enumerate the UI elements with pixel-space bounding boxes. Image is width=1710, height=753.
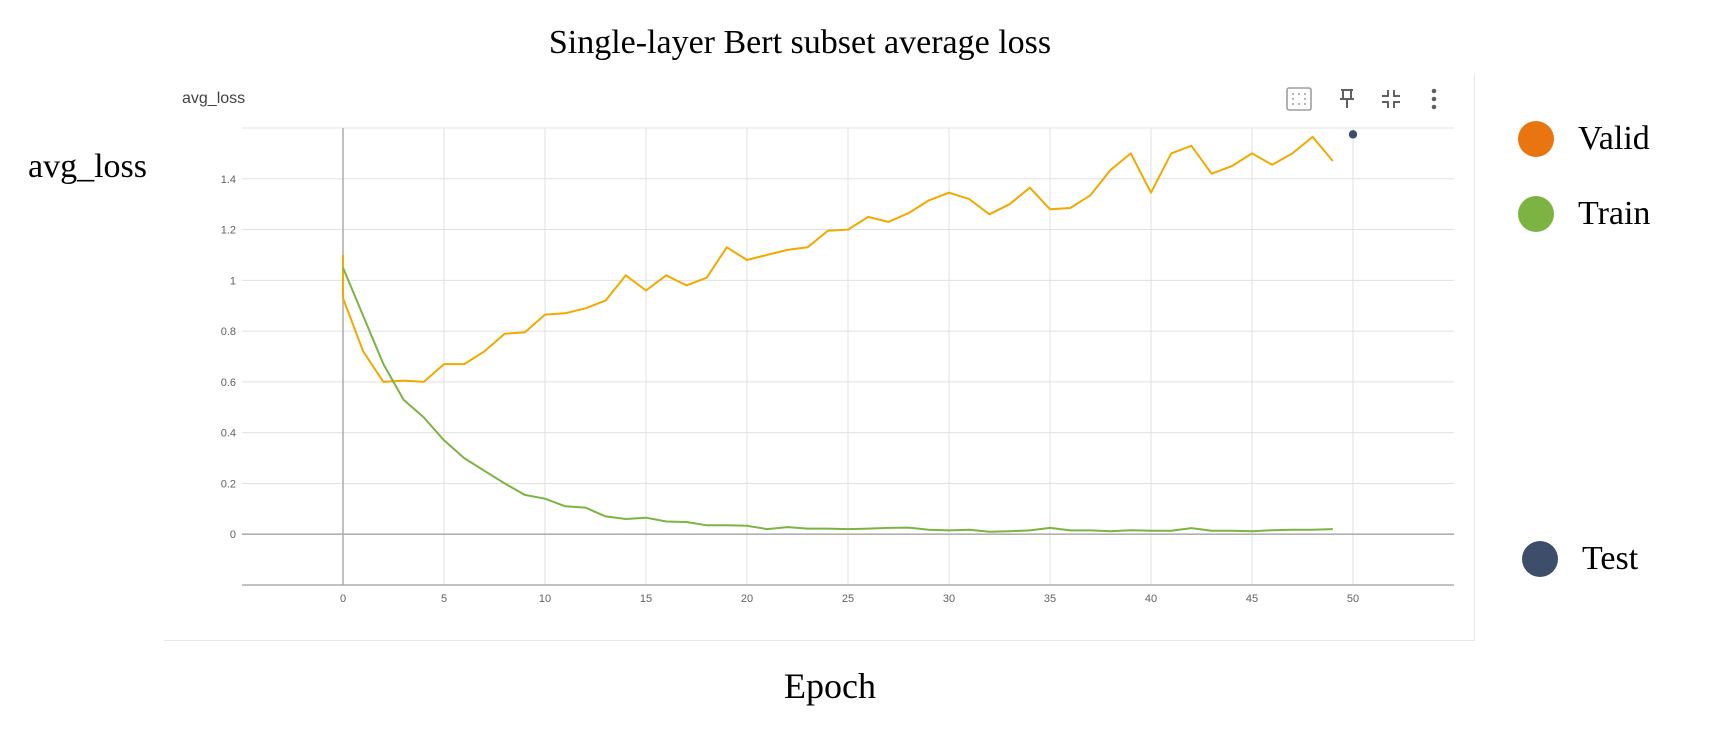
card-title: avg_loss (182, 90, 246, 107)
chart-plot[interactable]: 0 5 10 15 20 25 30 35 40 45 50 0 0.2 0.4 0.6 0.8 1 1.2 1.4 (164, 74, 1474, 640)
series-line-train (342, 267, 1333, 533)
collapse-icon (1382, 90, 1400, 108)
more-options-button[interactable] (1419, 84, 1449, 114)
legend-item-valid: Valid (1518, 120, 1650, 158)
y-tick-label: 0 (230, 529, 236, 541)
x-tick-label: 15 (640, 593, 652, 605)
x-tick-label: 40 (1145, 593, 1157, 605)
y-tick-label: 1.4 (221, 174, 236, 186)
x-tick-label: 0 (340, 593, 346, 605)
legend-item-test: Test (1522, 540, 1638, 578)
x-tick-label: 5 (441, 593, 447, 605)
figure-title: Single-layer Bert subset average loss (548, 24, 1052, 61)
x-axis-label: Epoch (784, 666, 876, 706)
x-tick-label: 45 (1246, 593, 1258, 605)
legend-label: Valid (1578, 120, 1650, 157)
y-tick-label: 0.2 (221, 478, 236, 490)
legend-marker (1518, 196, 1554, 232)
legend-label: Test (1582, 540, 1639, 577)
series-point-test (1348, 130, 1358, 139)
x-tick-label: 30 (943, 593, 955, 605)
x-tick-label: 10 (539, 593, 551, 605)
more-vert-icon (1431, 88, 1437, 110)
y-tick-label: 0.6 (221, 377, 236, 389)
y-tick-label: 0.8 (221, 326, 236, 338)
x-tick-label: 25 (842, 593, 854, 605)
pin-button[interactable] (1332, 84, 1362, 114)
y-tick-label: 1 (230, 275, 236, 287)
legend-item-train: Train (1518, 195, 1650, 233)
legend-marker (1518, 121, 1554, 157)
fit-domain-button[interactable] (1284, 84, 1314, 114)
series-line-valid (342, 135, 1334, 383)
collapse-button[interactable] (1376, 84, 1406, 114)
y-axis-label: avg_loss (28, 148, 147, 185)
legend-label: Train (1578, 195, 1651, 232)
y-tick-label: 1.2 (221, 225, 236, 237)
x-tick-label: 35 (1044, 593, 1056, 605)
fit-domain-icon (1286, 87, 1312, 111)
legend-marker (1522, 541, 1558, 577)
chart-card: avg_loss 0 5 10 15 20 25 30 35 40 45 50 0 0.2 0.4 0.6 0… (164, 74, 1475, 641)
x-tick-label: 50 (1347, 593, 1359, 605)
x-tick-label: 20 (741, 593, 753, 605)
y-tick-label: 0.4 (221, 428, 236, 440)
pin-icon (1340, 89, 1354, 108)
